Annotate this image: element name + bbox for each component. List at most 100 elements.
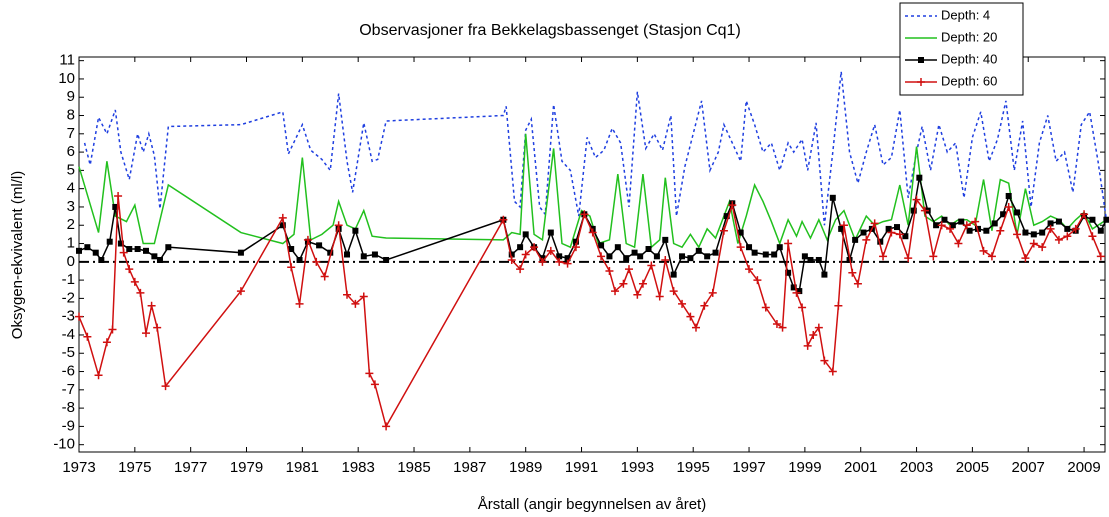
data-point — [352, 227, 359, 234]
data-point — [638, 279, 647, 288]
data-point — [572, 238, 579, 245]
data-point — [530, 243, 539, 252]
data-point — [547, 229, 554, 236]
data-point — [761, 303, 770, 312]
data-point — [312, 257, 321, 266]
data-point — [798, 303, 807, 312]
data-point — [521, 250, 530, 259]
x-tick-label: 1999 — [788, 459, 821, 476]
data-point — [860, 229, 867, 236]
data-point — [508, 251, 515, 258]
data-point — [790, 284, 797, 291]
data-point — [801, 253, 808, 260]
data-point — [853, 279, 862, 288]
data-point — [834, 301, 843, 310]
y-tick-label: 10 — [58, 70, 75, 87]
data-point — [623, 255, 630, 262]
data-point — [894, 224, 901, 231]
x-tick-label: 1975 — [118, 459, 151, 476]
data-point — [670, 271, 677, 278]
y-tick-label: 3 — [67, 198, 75, 215]
y-tick-label: -2 — [62, 289, 75, 306]
data-point — [279, 222, 286, 229]
data-point — [655, 292, 664, 301]
data-point — [704, 253, 711, 260]
data-point — [949, 222, 956, 229]
x-tick-label: 1987 — [453, 459, 486, 476]
data-point — [879, 252, 888, 261]
data-point — [106, 238, 113, 245]
data-point — [564, 255, 571, 262]
data-point — [1029, 239, 1038, 248]
data-point — [142, 329, 151, 338]
data-point — [619, 279, 628, 288]
data-point — [745, 265, 754, 274]
data-point — [598, 242, 605, 249]
data-point — [126, 246, 133, 253]
y-tick-label: 0 — [67, 253, 75, 270]
data-point — [278, 213, 287, 222]
data-point — [662, 236, 669, 243]
data-point — [762, 251, 769, 258]
data-point — [1064, 225, 1071, 232]
legend-marker — [917, 78, 925, 86]
x-tick-label: 1991 — [565, 459, 598, 476]
data-point — [334, 221, 343, 230]
data-point — [75, 312, 83, 321]
y-axis-label: Oksygen-ekvivalent (ml/l) — [9, 171, 26, 339]
data-point — [161, 382, 170, 391]
data-point — [143, 247, 150, 254]
data-point — [597, 252, 606, 261]
data-point — [359, 292, 368, 301]
y-tick-label: 8 — [67, 106, 75, 123]
data-point — [910, 207, 917, 214]
data-point — [687, 255, 694, 262]
y-tick-label: -8 — [62, 399, 75, 416]
x-tick-label: 1979 — [230, 459, 263, 476]
data-point — [588, 228, 597, 237]
data-point — [1089, 216, 1096, 223]
data-point — [902, 233, 909, 240]
data-point — [1103, 216, 1109, 223]
y-tick-label: 9 — [67, 88, 75, 105]
data-point — [839, 221, 848, 230]
data-point — [979, 246, 988, 255]
y-tick-label: 2 — [67, 216, 75, 233]
data-point — [522, 231, 529, 238]
data-point — [130, 277, 139, 286]
legend-marker — [918, 57, 924, 63]
data-point — [776, 244, 783, 251]
x-tick-label: 1985 — [397, 459, 430, 476]
data-point — [633, 290, 642, 299]
data-point — [76, 247, 82, 254]
data-point — [1005, 192, 1012, 199]
data-point — [303, 235, 312, 244]
data-point — [1013, 230, 1022, 239]
data-point — [829, 194, 836, 201]
data-point — [737, 229, 744, 236]
data-point — [1047, 220, 1054, 227]
y-tick-label: 4 — [67, 180, 75, 197]
y-tick-label: 11 — [59, 52, 75, 69]
data-point — [1054, 235, 1063, 244]
x-tick-label: 1981 — [286, 459, 319, 476]
data-point — [848, 268, 857, 277]
data-point — [382, 422, 391, 431]
data-point — [669, 287, 678, 296]
data-point — [316, 242, 323, 249]
data-point — [631, 249, 638, 256]
data-point — [1097, 227, 1104, 234]
data-point — [814, 323, 823, 332]
data-point — [1030, 231, 1037, 238]
data-point — [94, 371, 103, 380]
data-point — [344, 251, 351, 258]
data-point — [803, 341, 812, 350]
y-tick-label: -10 — [53, 436, 75, 453]
data-point — [904, 254, 913, 263]
data-point — [611, 287, 620, 296]
data-point — [563, 259, 572, 268]
data-point — [987, 252, 996, 261]
data-point — [728, 201, 737, 210]
data-point — [114, 191, 123, 200]
data-point — [792, 288, 801, 297]
